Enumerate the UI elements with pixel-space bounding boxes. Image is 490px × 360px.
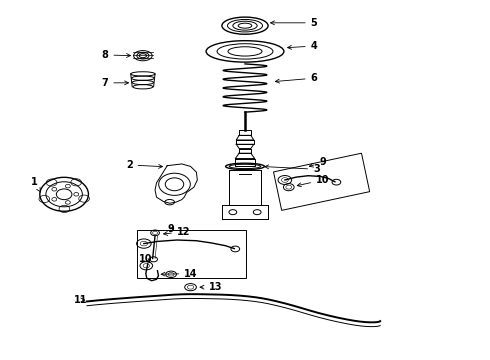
Text: 4: 4 [288, 41, 318, 51]
Text: 6: 6 [275, 73, 318, 83]
Text: 10: 10 [297, 175, 330, 187]
Text: 7: 7 [101, 78, 128, 88]
Text: 12: 12 [164, 227, 191, 237]
Text: 11: 11 [74, 295, 87, 305]
Text: 9: 9 [309, 157, 326, 167]
Text: 3: 3 [265, 164, 320, 174]
Text: 9: 9 [168, 224, 174, 234]
Text: 8: 8 [101, 50, 130, 60]
Text: 13: 13 [200, 282, 222, 292]
Text: 5: 5 [270, 18, 318, 28]
Bar [273, 153, 369, 210]
Text: 10: 10 [139, 253, 152, 264]
Text: 1: 1 [31, 177, 41, 192]
Bar [137, 230, 246, 278]
Text: 14: 14 [161, 269, 198, 279]
Text: 2: 2 [126, 160, 163, 170]
